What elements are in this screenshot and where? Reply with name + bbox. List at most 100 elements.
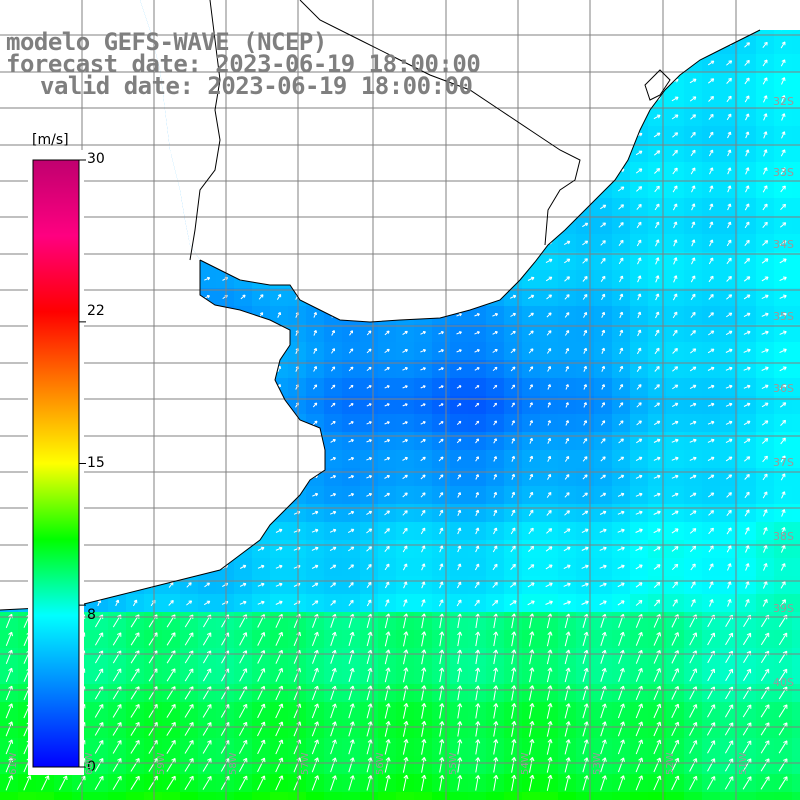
field-cell (792, 594, 800, 613)
lon-label-57w: 57W (300, 752, 311, 775)
field-cell (792, 288, 800, 307)
field-cell (18, 792, 37, 800)
field-cell (36, 792, 55, 800)
colorbar-tick-30: 30 (87, 151, 105, 167)
field-cell (0, 792, 19, 800)
lon-label-55w: 55W (448, 752, 459, 775)
field-cell (792, 144, 800, 163)
lon-label-59w: 59W (156, 752, 167, 775)
field-cell (342, 792, 361, 800)
field-cell (684, 792, 703, 800)
field-cell (216, 792, 235, 800)
lat-label-36s: 36S (773, 382, 794, 395)
field-cell (432, 792, 451, 800)
field-cell (108, 792, 127, 800)
colorbar-tick-15: 15 (87, 455, 105, 471)
field-cell (792, 576, 800, 595)
field-cell (234, 792, 253, 800)
field-cell (792, 774, 800, 793)
field-cell (792, 414, 800, 433)
field-cell (792, 450, 800, 469)
field-cell (792, 198, 800, 217)
field-cell (792, 324, 800, 343)
field-cell (792, 342, 800, 361)
field-cell (738, 792, 757, 800)
field-cell (180, 792, 199, 800)
field-cell (504, 792, 523, 800)
field-cell (306, 792, 325, 800)
lat-label-35s: 35S (773, 310, 794, 323)
field-cell (792, 612, 800, 631)
field-cell (54, 792, 73, 800)
field-cell (702, 792, 721, 800)
lon-label-60w: 60W (84, 752, 95, 775)
field-cell (792, 180, 800, 199)
field-cell (792, 36, 800, 55)
field-cell (792, 108, 800, 127)
field-cell (756, 792, 775, 800)
field-cell (324, 792, 343, 800)
lon-label-52w: 52W (665, 752, 676, 775)
field-cell (792, 72, 800, 91)
field-cell (360, 792, 379, 800)
field-cell (486, 792, 505, 800)
field-cell (792, 540, 800, 559)
lat-label-32s: 32S (773, 95, 794, 108)
field-cell (792, 486, 800, 505)
field-cell (162, 792, 181, 800)
colorbar-gradient (32, 159, 80, 768)
field-cell (90, 792, 109, 800)
field-cell (792, 396, 800, 415)
title-valid-date: valid date: 2023-06-19 18:00:00 (40, 72, 473, 100)
field-cell (252, 792, 271, 800)
field-cell (558, 792, 577, 800)
lat-label-40s: 40S (773, 676, 794, 689)
field-cell (378, 792, 397, 800)
field-cell (468, 792, 487, 800)
field-cell (792, 90, 800, 109)
field-cell (792, 360, 800, 379)
lon-label-54w: 54W (520, 752, 531, 775)
field-cell (774, 792, 793, 800)
field-cell (594, 792, 613, 800)
field-cell (792, 252, 800, 271)
lat-label-37s: 37S (773, 456, 794, 469)
field-cell (792, 504, 800, 523)
field-cell (792, 378, 800, 397)
field-cell (630, 792, 649, 800)
field-cell (792, 468, 800, 487)
field-cell (576, 792, 595, 800)
field-cell (144, 792, 163, 800)
field-cell (792, 270, 800, 289)
lat-label-38s: 38S (773, 530, 794, 543)
field-cell (72, 792, 91, 800)
lon-label-51w: 51W (738, 752, 749, 775)
field-cell (792, 792, 800, 800)
field-cell (522, 792, 541, 800)
field-cell (792, 684, 800, 703)
field-cell (540, 792, 559, 800)
field-cell (414, 792, 433, 800)
lon-label-58w: 58W (228, 752, 239, 775)
field-cell (198, 792, 217, 800)
field-cell (792, 738, 800, 757)
field-cell (792, 558, 800, 577)
colorbar-unit: [m/s] (32, 132, 69, 148)
field-cell (270, 792, 289, 800)
lon-label-53w: 53W (592, 752, 603, 775)
field-cell (288, 792, 307, 800)
field-cell (792, 648, 800, 667)
field-cell (612, 792, 631, 800)
field-cell (792, 666, 800, 685)
field-cell (792, 234, 800, 253)
field-cell (792, 720, 800, 739)
lat-label-34s: 34S (773, 238, 794, 251)
colorbar (28, 150, 86, 775)
field-cell (648, 792, 667, 800)
field-cell (450, 792, 469, 800)
field-cell (126, 792, 145, 800)
lat-label-39s: 39S (773, 602, 794, 615)
lon-label-61w: 61W (8, 752, 19, 775)
